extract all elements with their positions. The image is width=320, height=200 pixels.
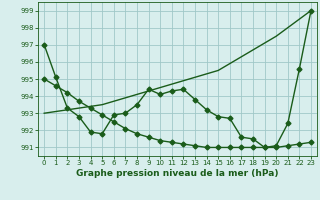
X-axis label: Graphe pression niveau de la mer (hPa): Graphe pression niveau de la mer (hPa) [76,169,279,178]
